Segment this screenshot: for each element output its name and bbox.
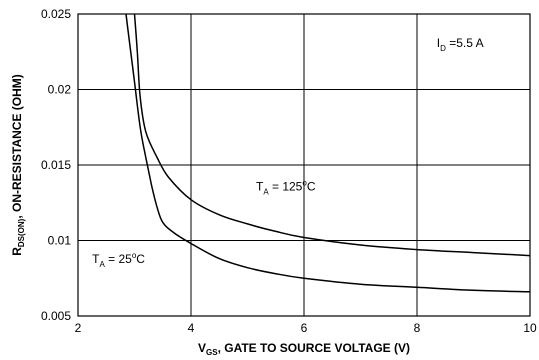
y-tick-label: 0.015	[41, 158, 71, 172]
y-tick-label: 0.01	[48, 234, 72, 248]
y-axis-label: RDS(ON), ON-RESISTANCE (OHM)	[10, 74, 26, 256]
x-tick-label: 8	[414, 321, 421, 335]
series-line-0	[125, 13, 531, 293]
series-layer	[125, 13, 531, 293]
y-tick-label: 0.025	[41, 7, 71, 21]
plot-frame	[77, 13, 531, 317]
x-tick-label: 10	[523, 321, 537, 335]
y-tick-labels: 0.005 0.01 0.015 0.02 0.025	[41, 7, 71, 323]
x-tick-label: 4	[188, 321, 195, 335]
annotations: ID =5.5 A TA = 125oC TA = 25oC	[92, 36, 483, 269]
series-line-1	[133, 13, 531, 257]
ta25-note: TA = 25oC	[92, 251, 145, 269]
x-tick-label: 6	[301, 321, 308, 335]
ta125-note: TA = 125oC	[256, 179, 316, 197]
x-axis-label: VGS, GATE TO SOURCE VOLTAGE (V)	[198, 341, 410, 357]
id-note: ID =5.5 A	[437, 36, 484, 53]
y-tick-label: 0.005	[41, 309, 71, 323]
y-tick-label: 0.02	[48, 83, 72, 97]
grid	[78, 14, 530, 316]
x-tick-labels: 2 4 6 8 10	[75, 321, 537, 335]
x-tick-label: 2	[75, 321, 82, 335]
